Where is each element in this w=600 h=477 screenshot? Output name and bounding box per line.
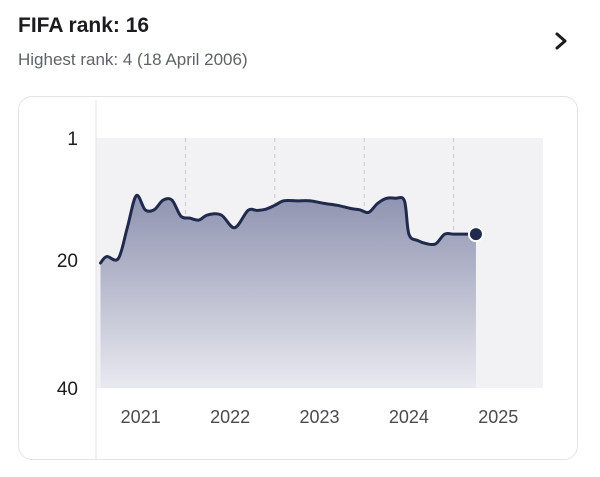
chevron-right-icon[interactable]	[550, 28, 572, 54]
y-tick-label: 20	[57, 251, 78, 272]
y-tick-label: 40	[57, 379, 78, 400]
x-tick-label: 2025	[478, 407, 518, 427]
rank-line	[98, 193, 478, 265]
page-subtitle: Highest rank: 4 (18 April 2006)	[18, 50, 248, 69]
area-fill	[100, 195, 476, 388]
x-tick-label: 2023	[299, 407, 339, 427]
x-tick-label: 2022	[210, 407, 250, 427]
page-title: FIFA rank: 16	[18, 14, 150, 37]
y-tick-label: 1	[67, 129, 78, 150]
x-tick-label: 2024	[389, 407, 429, 427]
current-rank-marker[interactable]	[467, 226, 484, 243]
x-tick-label: 2021	[121, 407, 161, 427]
